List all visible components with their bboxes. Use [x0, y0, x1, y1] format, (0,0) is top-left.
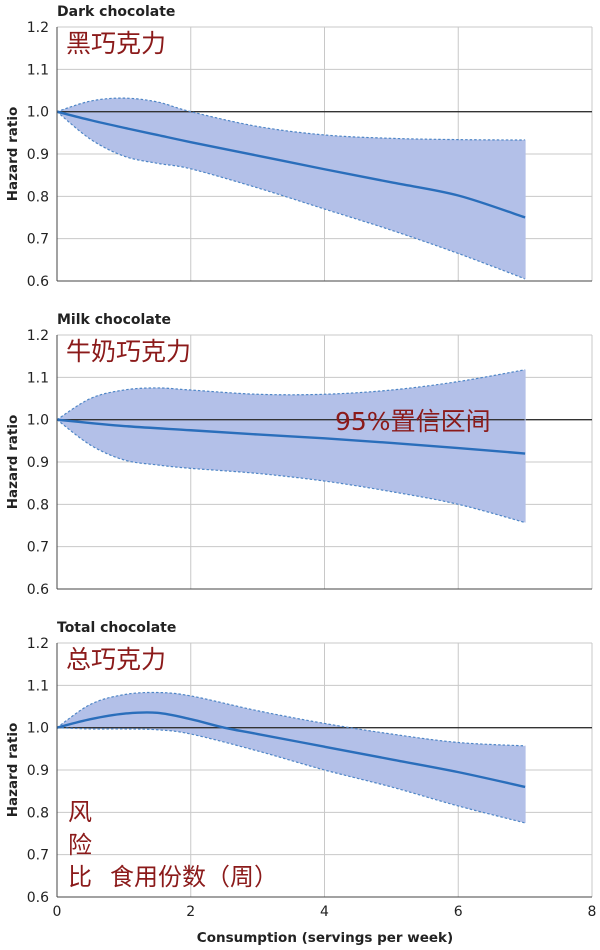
y-tick-label: 0.9: [27, 455, 49, 471]
hazard-ratio-line: [56, 110, 526, 219]
ci-upper-bound: [56, 97, 526, 141]
chinese-panel-label: 黑巧克力: [66, 29, 166, 58]
y-axis-label: Hazard ratio: [5, 415, 21, 510]
chinese-panel-label: 总巧克力: [66, 645, 166, 674]
hazard-ratio-line: [56, 418, 526, 455]
confidence-band: [57, 98, 526, 279]
x-tick-label: 0: [53, 904, 62, 920]
y-tick-label: 1.0: [27, 105, 49, 121]
y-tick-label: 0.9: [27, 763, 49, 779]
x-tick-label: 2: [186, 904, 195, 920]
y-tick-label: 0.6: [27, 274, 49, 290]
panel-title: Total chocolate: [57, 620, 176, 636]
ci-annotation: 95%置信区间: [335, 407, 491, 436]
confidence-band: [57, 692, 526, 823]
panel-title: Dark chocolate: [57, 4, 175, 20]
chart-panel-2: 0.6 0.7 0.8 0.9 1.0 1.1 1.2 Milk chocolate Hazar…: [5, 312, 593, 598]
panel-title: Milk chocolate: [57, 312, 171, 328]
y-tick-label: 0.7: [27, 540, 49, 556]
y-tick-label: 1.1: [27, 370, 49, 386]
y-axis-label: Hazard ratio: [5, 107, 21, 202]
ci-upper-bound: [56, 369, 526, 421]
y-tick-label: 1.2: [27, 636, 49, 652]
y-tick-label: 1.1: [27, 678, 49, 694]
chinese-x-label: 食用份数（周）: [110, 863, 278, 891]
x-tick-label: 4: [320, 904, 329, 920]
y-tick-label: 0.9: [27, 147, 49, 163]
chart-panel-3: 0.6 0.7 0.8 0.9 1.0 1.1 1.2 0 2 4 6 8 Total chocolat…: [5, 620, 596, 920]
chinese-panel-label: 牛奶巧克力: [66, 337, 191, 366]
ci-lower-bound: [56, 111, 526, 280]
x-axis-title: Consumption (servings per week): [197, 930, 453, 946]
chart-panel-1: 0.6 0.7 0.8 0.9 1.0 1.1 1.2 Dark chocolate Hazar…: [5, 4, 593, 290]
chinese-y-label-char: 险: [68, 831, 92, 859]
ci-lower-bound: [56, 419, 526, 524]
chinese-y-label-char: 风: [68, 798, 92, 826]
y-tick-label: 0.8: [27, 497, 49, 513]
y-tick-label: 1.2: [27, 328, 49, 344]
ci-upper-bound: [56, 691, 526, 747]
hazard-ratio-line: [56, 711, 526, 789]
y-tick-label: 0.7: [27, 848, 49, 864]
y-tick-label: 0.6: [27, 890, 49, 906]
y-tick-label: 1.0: [27, 413, 49, 429]
y-tick-label: 0.7: [27, 232, 49, 248]
y-tick-label: 0.8: [27, 805, 49, 821]
y-tick-label: 1.2: [27, 20, 49, 36]
x-tick-label: 8: [588, 904, 597, 920]
y-axis-label: Hazard ratio: [5, 723, 21, 818]
confidence-band: [57, 369, 526, 523]
y-tick-label: 0.6: [27, 582, 49, 598]
x-tick-label: 6: [454, 904, 463, 920]
y-tick-label: 1.0: [27, 721, 49, 737]
y-tick-label: 0.8: [27, 189, 49, 205]
chinese-y-label-char: 比: [68, 863, 92, 891]
chart-panels: 0.6 0.7 0.8 0.9 1.0 1.1 1.2 Dark chocolate Hazar…: [5, 4, 596, 920]
y-tick-label: 1.1: [27, 62, 49, 78]
